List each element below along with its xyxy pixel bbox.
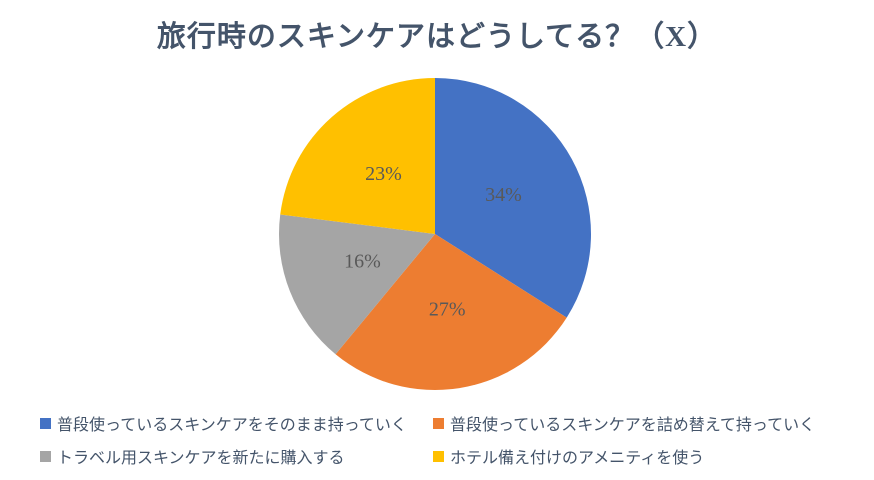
legend: 普段使っているスキンケアをそのまま持っていく 普段使っているスキンケアを詰め替え… <box>40 411 815 468</box>
legend-label-1: 普段使っているスキンケアをそのまま持っていく <box>57 417 407 434</box>
legend-label-4: ホテル備え付けのアメニティを使う <box>450 450 705 467</box>
legend-label-3: トラベル用スキンケアを新たに購入する <box>57 450 345 467</box>
slice-value-label-2: 27% <box>429 299 466 321</box>
pie-slice-3 <box>278 214 435 355</box>
legend-item-1: 普段使っているスキンケアをそのまま持っていく <box>40 411 433 435</box>
legend-swatch-gray <box>40 450 51 462</box>
pie-slice-1 <box>435 78 592 318</box>
pie-slice-2 <box>335 234 567 390</box>
legend-label-2: 普段使っているスキンケアを詰め替えて持っていく <box>450 417 816 434</box>
legend-swatch-orange <box>433 417 444 429</box>
legend-item-4: ホテル備え付けのアメニティを使う <box>433 444 815 468</box>
slice-value-label-3: 16% <box>344 250 381 272</box>
slice-value-label-4: 23% <box>365 163 402 185</box>
chart-title: 旅行時のスキンケアはどうしてる？（X） <box>156 21 718 53</box>
legend-item-2: 普段使っているスキンケアを詰め替えて持っていく <box>433 411 815 435</box>
slice-value-label-1: 34% <box>485 184 522 206</box>
pie-slice-4 <box>280 78 435 234</box>
legend-swatch-yellow <box>433 450 444 462</box>
legend-item-3: トラベル用スキンケアを新たに購入する <box>40 444 433 468</box>
legend-swatch-blue <box>40 417 51 429</box>
